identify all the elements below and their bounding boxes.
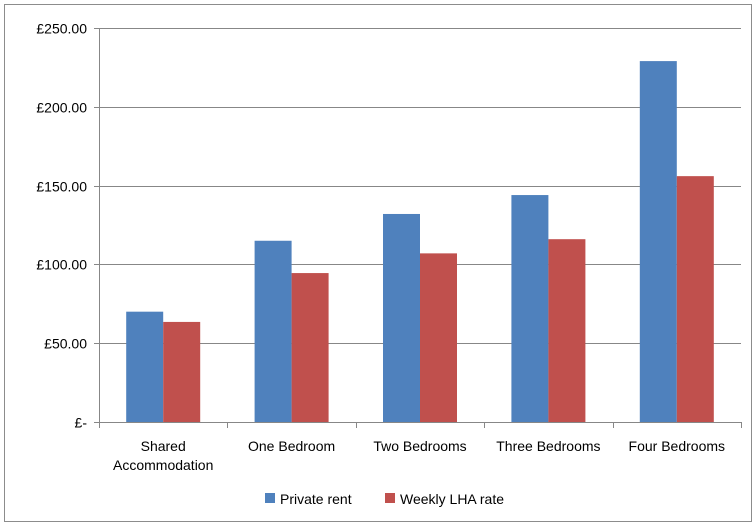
bar <box>676 176 714 422</box>
chart-frame <box>4 4 752 522</box>
bar <box>163 321 201 422</box>
bar <box>639 61 677 422</box>
bar <box>548 239 586 422</box>
bar <box>420 253 457 422</box>
axes <box>94 28 742 428</box>
x-tick-label: One Bedroom <box>248 438 335 454</box>
y-tick-label: £200.00 <box>36 100 87 116</box>
y-tick-label: £250.00 <box>36 21 87 37</box>
y-tick-label: £150.00 <box>36 179 87 195</box>
legend-label: Private rent <box>280 491 352 507</box>
bar <box>511 195 549 422</box>
x-tick-label: Two Bedrooms <box>373 438 466 454</box>
legend-label: Weekly LHA rate <box>400 491 504 507</box>
bar <box>383 213 420 422</box>
y-tick-label: £50.00 <box>44 336 87 352</box>
bar <box>126 311 164 422</box>
y-tick-labels: £- £50.00 £100.00 £150.00 £200.00 £250.00 <box>36 21 87 431</box>
bars <box>126 61 714 422</box>
x-tick-label: Accommodation <box>113 457 213 473</box>
y-tick-label: £- <box>75 415 88 431</box>
x-tick-label: Four Bedrooms <box>629 438 725 454</box>
x-tick-label: Shared <box>141 438 186 454</box>
legend: Private rent Weekly LHA rate <box>265 491 504 507</box>
x-tick-label: Three Bedrooms <box>496 438 600 454</box>
bar <box>254 240 292 422</box>
y-tick-label: £100.00 <box>36 257 87 273</box>
x-tick-labels: Shared Accommodation One Bedroom Two Bedroo… <box>113 438 725 473</box>
legend-swatch <box>265 493 275 503</box>
bar <box>291 273 329 422</box>
legend-swatch <box>385 493 395 503</box>
